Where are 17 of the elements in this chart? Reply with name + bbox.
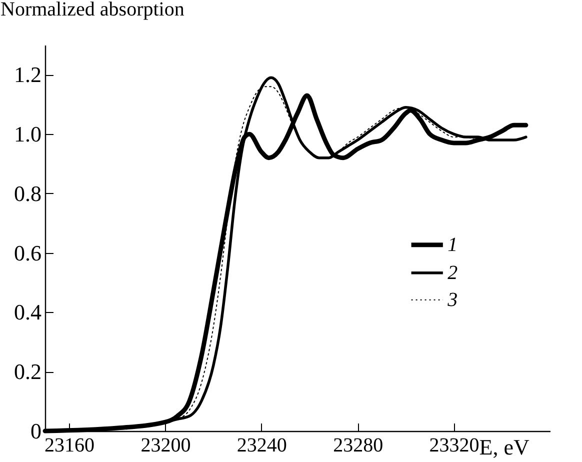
y-axis-title: Normalized absorption <box>0 0 184 20</box>
x-axis-title: E, eV <box>479 434 530 460</box>
y-tick-label: 0.8 <box>14 180 42 206</box>
legend-label: 2 <box>448 262 458 284</box>
y-tick-label: 0.4 <box>14 300 42 325</box>
x-tick-label: 23240 <box>236 434 287 456</box>
x-tick-label: 23160 <box>44 434 95 456</box>
x-tick-label: 23280 <box>333 434 384 456</box>
legend-label: 1 <box>448 234 458 256</box>
x-tick-label: 23200 <box>140 434 191 456</box>
y-tick-label: 0.6 <box>14 240 42 266</box>
y-tick-label: 0 <box>30 418 42 444</box>
y-tick-label: 1.2 <box>14 62 42 88</box>
y-tick-label: 1.0 <box>14 122 42 147</box>
x-tick-label: 23320 <box>429 434 480 456</box>
legend-label: 3 <box>446 288 458 311</box>
y-tick-label: 0.2 <box>14 359 42 384</box>
